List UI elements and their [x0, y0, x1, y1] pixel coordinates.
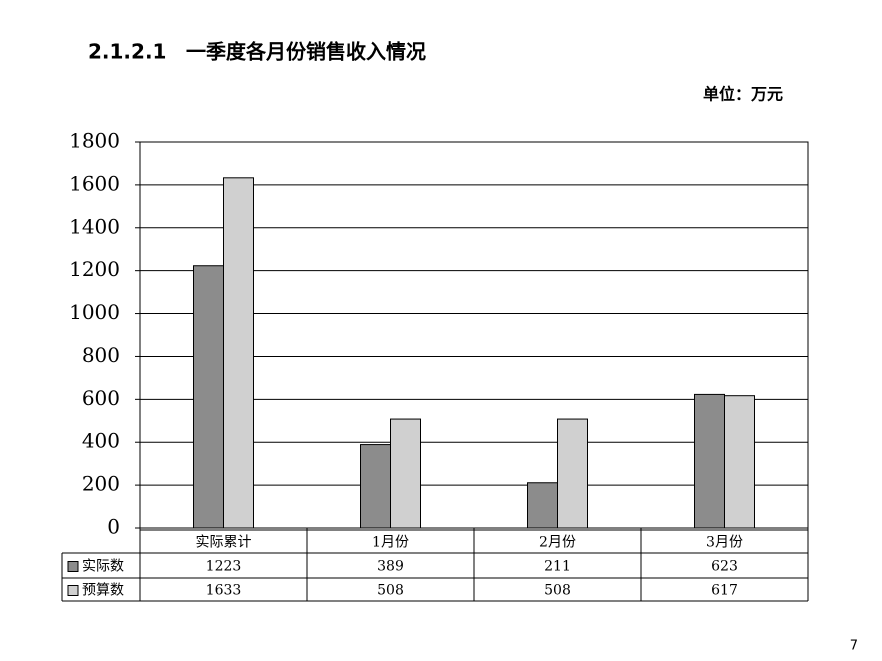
table-value: 211: [544, 559, 571, 575]
y-tick-label: 1000: [69, 300, 120, 324]
legend-label: 实际数: [82, 559, 124, 575]
unit-label: 单位：万元: [703, 85, 783, 104]
bar: [223, 177, 254, 529]
x-tick-label: 2月份: [539, 535, 576, 551]
page-title: 一季度各月份销售收入情况: [186, 40, 426, 64]
table-value: 508: [377, 583, 404, 599]
table-value: 1633: [206, 583, 242, 599]
table-value: 1223: [206, 559, 242, 575]
bar: [557, 418, 588, 529]
y-tick-label: 1400: [69, 214, 120, 238]
y-tick-label: 200: [82, 472, 120, 496]
bar: [527, 482, 558, 529]
x-tick-label: 实际累计: [196, 535, 252, 551]
y-tick-label: 800: [82, 343, 120, 367]
y-tick-label: 400: [82, 429, 120, 453]
table-value: 623: [711, 559, 738, 575]
bar: [724, 395, 755, 529]
x-tick-label: 1月份: [372, 535, 409, 551]
legend-swatch: [67, 585, 79, 596]
y-tick-label: 1200: [69, 257, 120, 281]
page-number: 7: [850, 639, 858, 654]
bar: [193, 265, 224, 529]
legend-label: 预算数: [82, 583, 124, 599]
y-tick-label: 1600: [69, 171, 120, 195]
bar: [360, 444, 391, 529]
legend-swatch: [67, 561, 79, 572]
bar: [694, 393, 725, 529]
y-tick-label: 1800: [69, 129, 120, 153]
y-tick-label: 600: [82, 386, 120, 410]
table-value: 389: [377, 559, 404, 575]
x-tick-label: 3月份: [706, 535, 743, 551]
section-number: 2.1.2.1: [88, 40, 166, 64]
y-tick-label: 0: [107, 515, 120, 539]
bar: [390, 418, 421, 529]
table-value: 617: [711, 583, 738, 599]
table-value: 508: [544, 583, 571, 599]
